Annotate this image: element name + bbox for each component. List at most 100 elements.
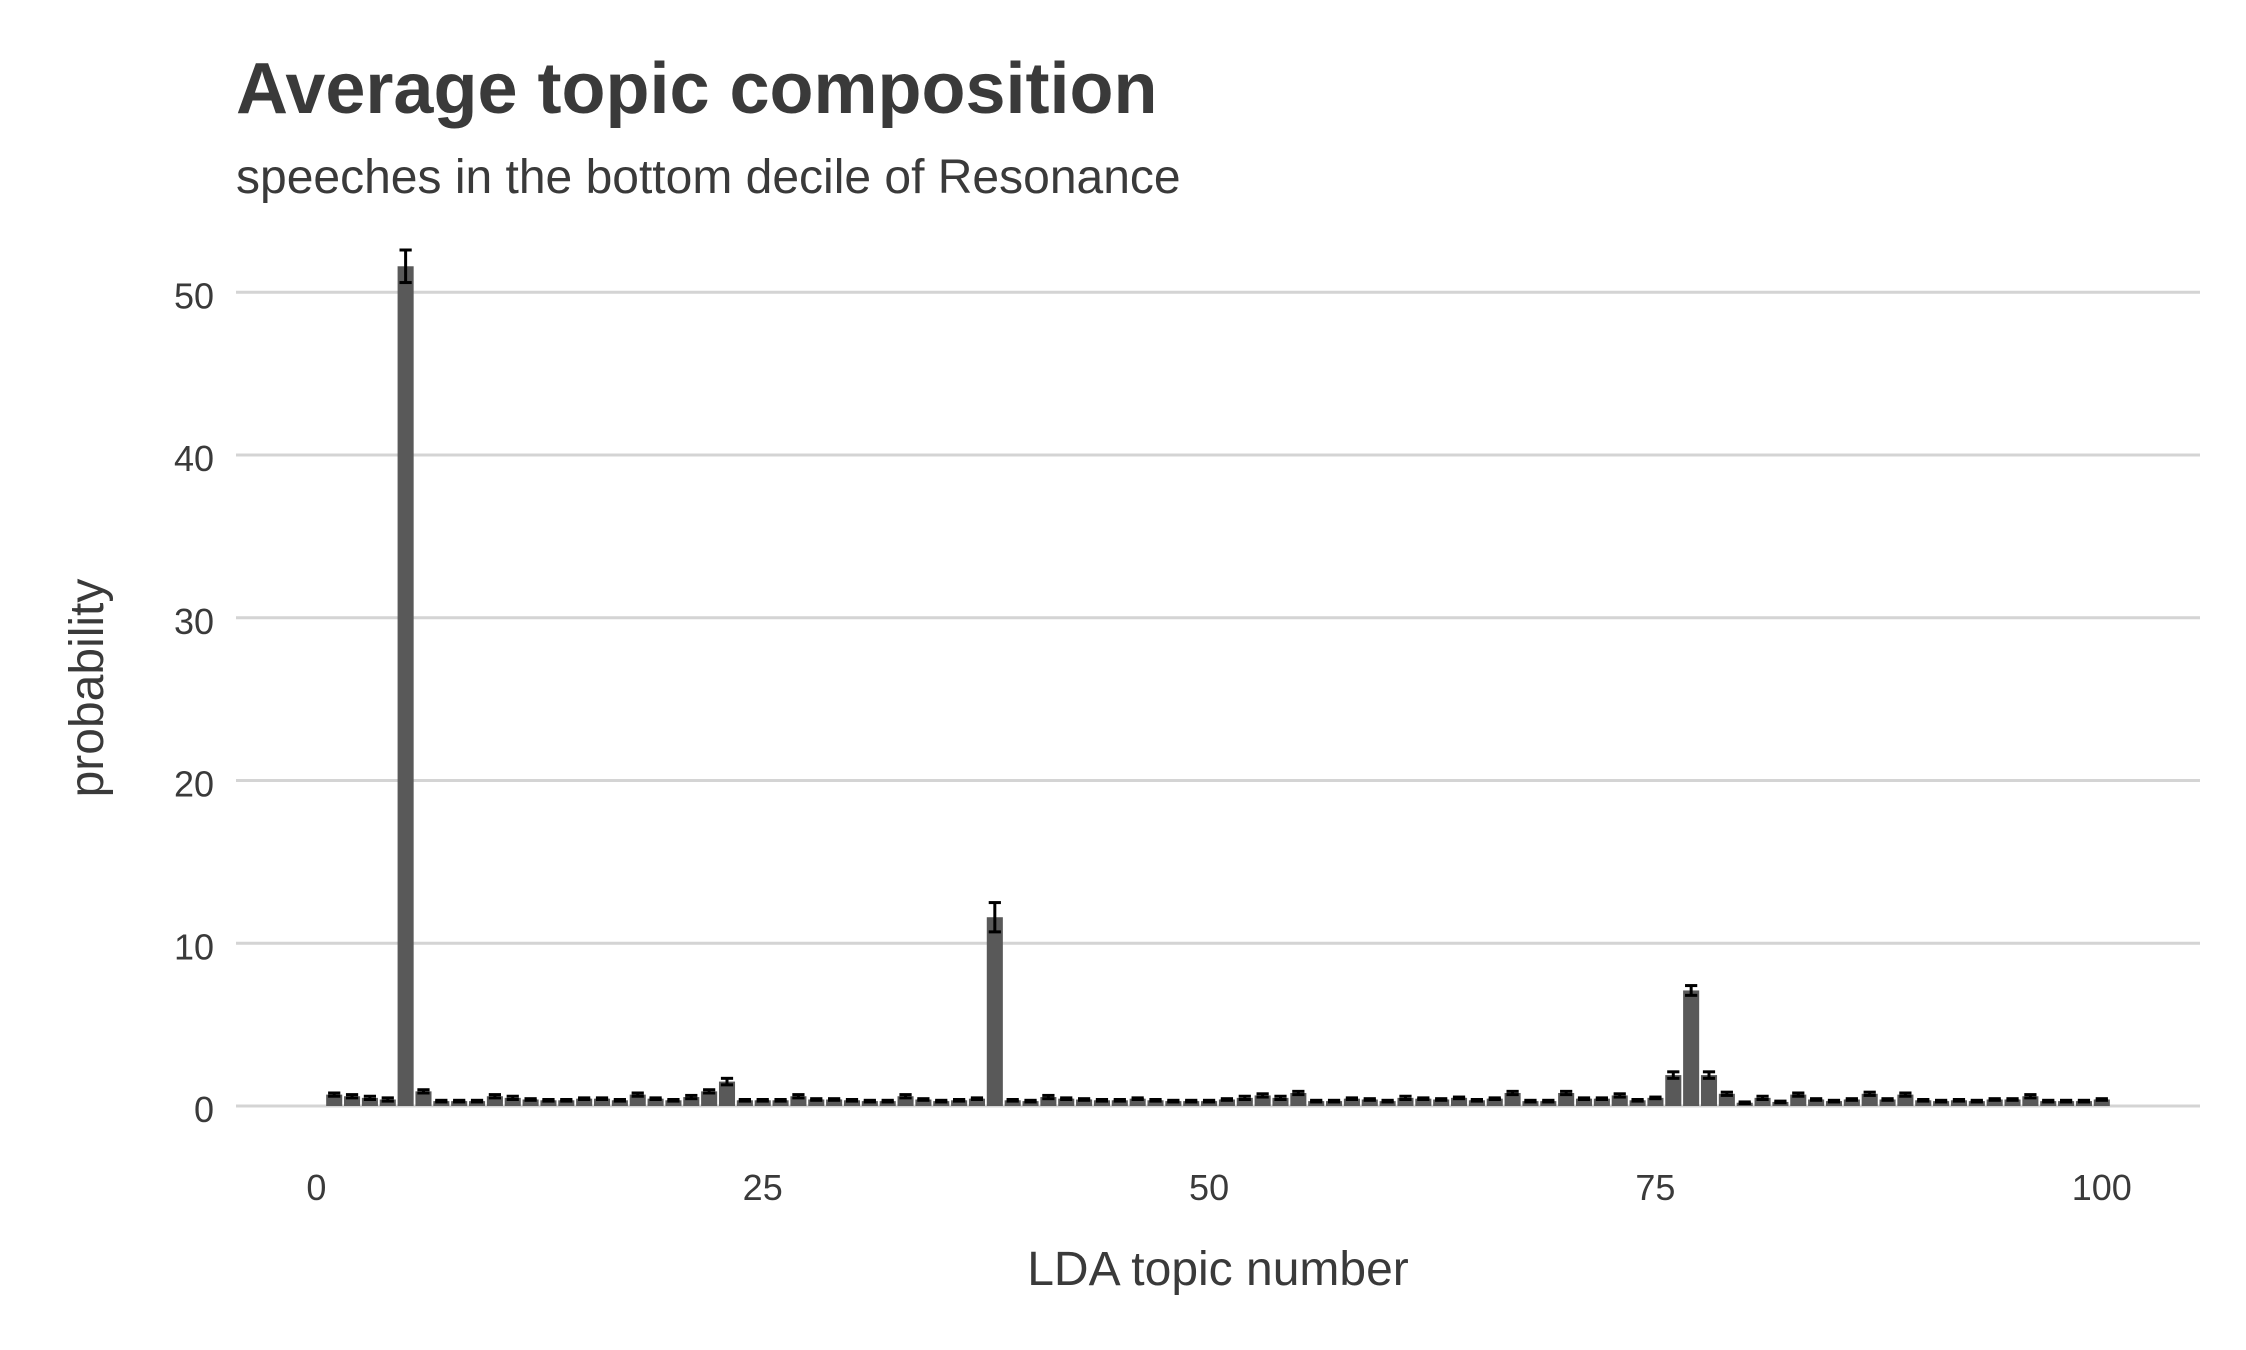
error-bar-topic-75 (1649, 1095, 1662, 1101)
bar-topic-11 (504, 1097, 521, 1106)
bar-topic-70 (1558, 1092, 1575, 1106)
bar-topic-5 (397, 266, 414, 1106)
error-bar-topic-79 (1720, 1090, 1733, 1097)
error-bar-topic-86 (1845, 1097, 1858, 1102)
error-bar-topic-12 (524, 1097, 537, 1102)
error-bar-topic-100 (2095, 1097, 2108, 1102)
x-tick-label-100: 100 (2072, 1167, 2132, 1208)
error-bar-topic-17 (613, 1097, 626, 1103)
error-bar-topic-55 (1292, 1089, 1305, 1097)
bar-topic-38 (986, 917, 1003, 1106)
y-tick-label-20: 20 (174, 764, 214, 805)
bar-topic-41 (1040, 1097, 1057, 1106)
y-tick-label-40: 40 (174, 438, 214, 479)
bar-topic-18 (629, 1094, 646, 1106)
y-tick-label-50: 50 (174, 275, 214, 316)
bar-topic-62 (1415, 1098, 1432, 1106)
bar-topic-3 (361, 1097, 378, 1106)
error-bar-topic-84 (1810, 1097, 1823, 1102)
error-bar-topic-81 (1756, 1094, 1769, 1101)
error-bar-topic-16 (595, 1096, 609, 1101)
bar-topic-50 (1201, 1101, 1218, 1106)
bar-topic-83 (1790, 1094, 1807, 1106)
error-bar-topic-38 (988, 901, 1001, 934)
error-bar-topic-61 (1399, 1094, 1412, 1101)
bar-topic-81 (1754, 1097, 1771, 1106)
error-bar-topic-63 (1435, 1097, 1448, 1102)
error-bar-topic-59 (1363, 1097, 1376, 1102)
bar-topic-64 (1451, 1097, 1468, 1106)
bar-topic-37 (968, 1098, 985, 1106)
error-bar-topic-90 (1917, 1097, 1930, 1103)
bar-topic-25 (754, 1100, 771, 1106)
bar-topic-49 (1183, 1101, 1200, 1106)
bar-topic-13 (540, 1100, 557, 1106)
error-bar-topic-24 (738, 1097, 751, 1103)
error-bar-topic-62 (1417, 1096, 1430, 1101)
error-bar-topic-47 (1149, 1097, 1162, 1103)
error-bar-topic-60 (1381, 1098, 1394, 1104)
bar-topic-36 (951, 1100, 968, 1106)
error-bars (328, 248, 2108, 1106)
bar-topic-86 (1843, 1099, 1860, 1106)
bar-topic-16 (593, 1098, 611, 1106)
bar-topic-74 (1629, 1100, 1646, 1106)
bar-topic-91 (1933, 1101, 1950, 1106)
error-bar-topic-29 (828, 1097, 841, 1102)
bar-topic-95 (2004, 1099, 2021, 1106)
y-tick-label-0: 0 (194, 1089, 214, 1130)
error-bar-topic-96 (2024, 1093, 2037, 1100)
bar-topic-39 (1004, 1100, 1021, 1106)
bar-topic-14 (558, 1100, 575, 1106)
bar-topic-32 (879, 1101, 896, 1106)
bar-topic-24 (736, 1100, 753, 1106)
bar-topic-30 (843, 1100, 861, 1106)
x-tick-label-50: 50 (1189, 1167, 1229, 1208)
bar-topic-46 (1129, 1098, 1146, 1106)
bar-topic-52 (1236, 1097, 1253, 1106)
error-bar-topic-28 (810, 1097, 823, 1102)
bar-topic-45 (1111, 1100, 1128, 1106)
error-bar-topic-82 (1774, 1099, 1787, 1105)
bar-topic-90 (1915, 1100, 1932, 1106)
error-bar-topic-83 (1792, 1091, 1805, 1098)
bar-topic-93 (1968, 1101, 1985, 1106)
chart-subtitle: speeches in the bottom decile of Resonan… (236, 151, 1181, 204)
bar-topic-98 (2058, 1101, 2075, 1106)
error-bar-topic-9 (470, 1098, 484, 1104)
x-tick-label-0: 0 (306, 1167, 326, 1208)
error-bar-topic-74 (1631, 1097, 1644, 1103)
y-axis-title: probability (61, 579, 114, 798)
bar-topic-6 (415, 1091, 432, 1106)
y-tick-label-30: 30 (174, 601, 214, 642)
error-bar-topic-67 (1506, 1089, 1519, 1097)
error-bar-topic-15 (578, 1096, 591, 1101)
error-bar-topic-37 (970, 1096, 984, 1101)
error-bar-topic-11 (506, 1094, 519, 1101)
error-bar-topic-8 (453, 1098, 466, 1104)
error-bar-topic-91 (1935, 1098, 1948, 1104)
bar-topic-53 (1254, 1095, 1271, 1106)
error-bar-topic-66 (1488, 1096, 1501, 1101)
error-bar-topic-13 (542, 1097, 555, 1103)
error-bar-topic-3 (363, 1094, 377, 1101)
error-bar-topic-69 (1542, 1098, 1555, 1104)
error-bar-topic-64 (1452, 1095, 1466, 1101)
bar-topic-71 (1575, 1098, 1593, 1106)
bar-topic-76 (1665, 1075, 1682, 1106)
bar-topic-48 (1165, 1101, 1182, 1106)
bar-topic-43 (1076, 1099, 1093, 1106)
error-bar-topic-77 (1685, 984, 1698, 997)
bar-topic-15 (576, 1098, 593, 1106)
bar-topic-96 (2022, 1096, 2039, 1106)
error-bar-topic-44 (1095, 1097, 1109, 1103)
error-bar-topic-88 (1881, 1097, 1894, 1102)
error-bar-topic-78 (1702, 1070, 1716, 1080)
error-bar-topic-51 (1220, 1097, 1234, 1102)
bar-topic-2 (344, 1096, 361, 1106)
bar-topic-60 (1379, 1101, 1396, 1106)
bar-topic-47 (1147, 1100, 1164, 1106)
bar-topic-85 (1825, 1101, 1843, 1106)
error-bar-topic-25 (756, 1097, 769, 1103)
